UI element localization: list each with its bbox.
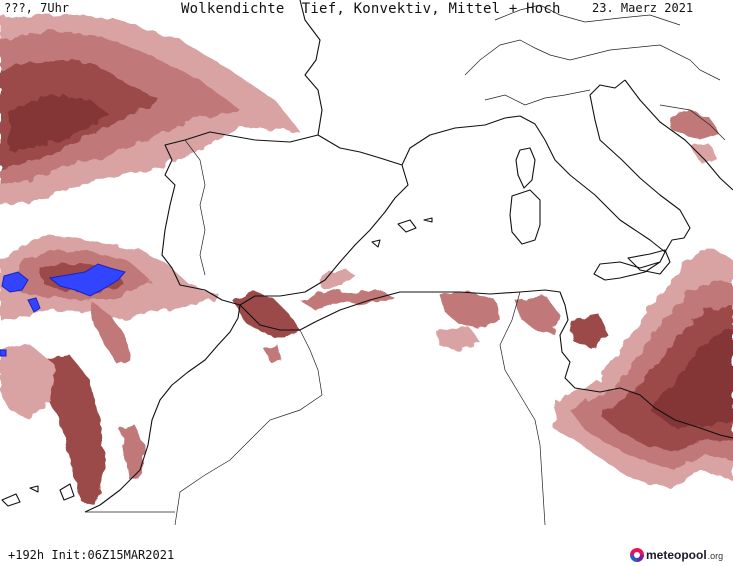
- coast-sicily: [627, 249, 671, 275]
- forecast-date-label: 23. Maerz 2021: [592, 1, 694, 15]
- coast-mallorca: [397, 219, 417, 233]
- coast-canary-2: [59, 483, 75, 501]
- cloud-streak-canary: [120, 425, 145, 480]
- convective-cell-3: [27, 297, 41, 313]
- meteopool-logo[interactable]: meteopool.org: [630, 546, 723, 564]
- coast-corsica: [515, 147, 536, 189]
- border-morocco-algeria: [174, 329, 323, 526]
- logo-text: meteopool.org: [646, 548, 723, 562]
- border-algeria-tunisia: [499, 291, 546, 526]
- coast-france-west: [299, 0, 323, 136]
- cloud-streak-sw: [40, 355, 105, 505]
- cloud-tunisia-1: [515, 295, 560, 335]
- cloud-morocco-north: [265, 345, 282, 362]
- forecast-time-label: ???, 7Uhr: [4, 1, 70, 15]
- cloud-streak-sw-light: [0, 345, 55, 420]
- border-balkans: [659, 104, 726, 141]
- border-alps: [484, 89, 591, 106]
- coast-north-africa: [84, 304, 241, 513]
- cloud-algeria-1: [440, 292, 500, 330]
- cloud-cover-layer: [0, 14, 733, 505]
- coast-france-south: [401, 79, 691, 253]
- logo-name: meteopool: [646, 548, 707, 562]
- coast-italy-toe: [593, 251, 666, 281]
- cloud-gibraltar: [232, 292, 300, 338]
- convective-cell-2: [48, 263, 126, 297]
- cloud-algeria-2: [435, 328, 480, 350]
- convective-cell-1: [1, 271, 29, 293]
- coast-canary-1: [1, 493, 21, 507]
- map-title: Wolkendichte Tief, Konvektiv, Mittel + H…: [181, 1, 561, 17]
- logo-icon: [630, 548, 644, 562]
- cloud-tunisia-2: [570, 315, 608, 348]
- cloud-spain-se: [318, 268, 355, 288]
- coastlines: [1, 0, 733, 513]
- border-europe-north: [464, 39, 721, 81]
- coast-canary-3: [29, 485, 39, 493]
- cloud-balkans-2: [690, 145, 718, 162]
- border-spain-portugal: [184, 139, 206, 276]
- convective-cell-4: [0, 349, 7, 357]
- logo-suffix: .org: [707, 551, 724, 561]
- convective-layer: [0, 263, 126, 357]
- cloud-alboran: [300, 290, 395, 310]
- borders: [85, 4, 726, 526]
- model-init-label: +192h Init:06Z15MAR2021: [8, 548, 175, 562]
- cloud-streak-west: [90, 300, 130, 365]
- coast-iberia: [161, 131, 409, 306]
- coast-maghreb: [239, 289, 733, 439]
- cloud-balkans: [668, 110, 720, 140]
- coast-adriatic: [624, 79, 733, 191]
- cloud-libya-darkest: [650, 330, 733, 428]
- border-europe-2: [494, 4, 681, 26]
- coast-ibiza: [371, 239, 381, 248]
- coast-sardinia: [509, 189, 541, 245]
- cloud-atlantic-darkest: [8, 95, 110, 150]
- coast-menorca: [423, 217, 433, 223]
